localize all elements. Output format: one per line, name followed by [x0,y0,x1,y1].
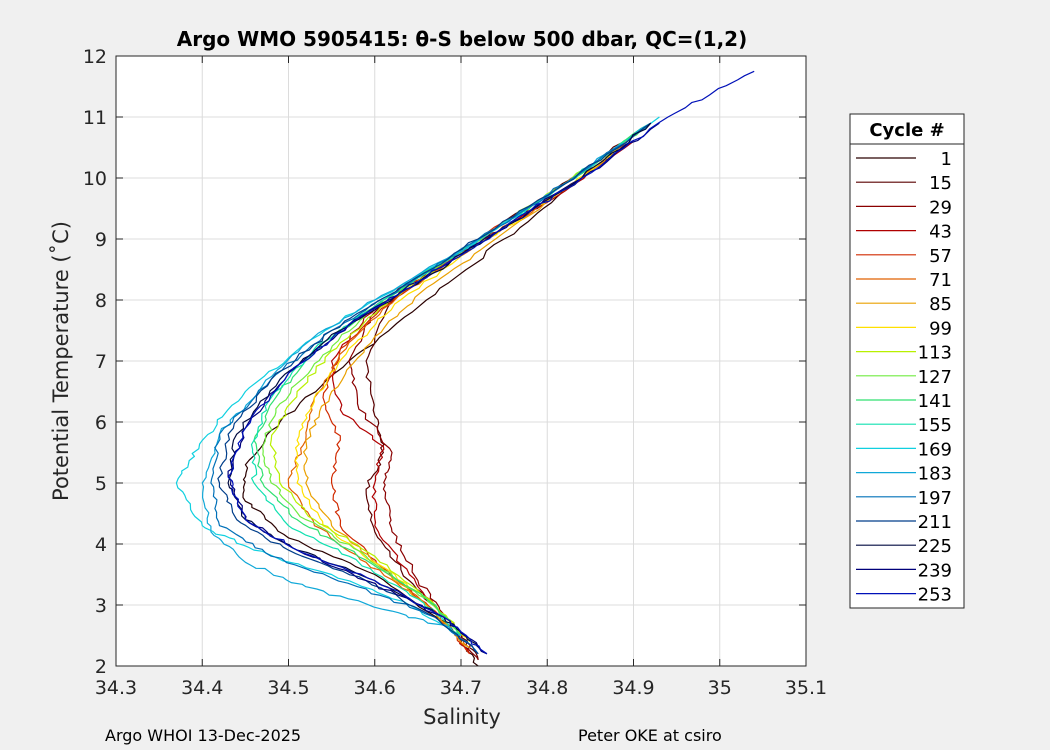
legend: Cycle # 1 15 29 43 57 71 85 99 113 127 141 155 169 18… [849,113,965,609]
footer-right: Peter OKE at csiro [578,726,722,745]
y-tick-label: 3 [95,595,107,617]
y-tick-label: 7 [95,351,107,373]
x-tick-label: 34.7 [440,677,482,699]
legend-entry-label: 253 [918,585,952,606]
series-group [175,70,755,667]
y-tick-label: 8 [95,290,107,312]
x-axis-label: Salinity [423,705,501,729]
x-tick-label: 34.8 [526,677,568,699]
y-axis-ticks: 2 3 4 5 6 7 8 9 10 11 12 [83,46,806,678]
y-tick-label: 10 [83,168,107,190]
legend-entry-label: 29 [929,197,952,218]
y-tick-label: 9 [95,229,107,251]
x-tick-label: 34.5 [267,677,309,699]
x-tick-label: 34.9 [612,677,654,699]
series-line-253 [227,70,755,655]
legend-entry-label: 141 [918,391,952,412]
legend-entry-label: 85 [929,294,952,315]
legend-entry-label: 225 [918,536,952,557]
y-tick-label: 12 [83,46,107,68]
legend-entry-label: 169 [918,439,952,460]
chart-title: Argo WMO 5905415: θ-S below 500 dbar, QC… [177,27,747,51]
series-line-169 [175,116,660,637]
legend-entry-label: 127 [918,367,952,388]
legend-entry-label: 183 [918,464,952,485]
y-tick-label: 11 [83,107,107,129]
legend-title: Cycle # [869,120,944,141]
x-tick-label: 35 [708,677,732,699]
x-tick-label: 34.3 [95,677,137,699]
footer-left: Argo WHOI 13-Dec-2025 [105,726,301,745]
y-tick-label: 6 [95,412,107,434]
legend-items: 1 15 29 43 57 71 85 99 113 127 141 155 169 183 197 211 2… [856,149,952,606]
x-axis-ticks: 34.3 34.4 34.5 34.6 34.7 34.8 34.9 35 35.1 [95,56,827,699]
legend-entry-label: 197 [918,488,952,509]
legend-entry-label: 1 [941,149,952,170]
y-tick-label: 5 [95,473,107,495]
legend-box [849,113,965,609]
y-tick-label: 2 [95,656,107,678]
y-tick-label: 4 [95,534,107,556]
legend-entry-label: 239 [918,560,952,581]
legend-entry-label: 43 [929,222,952,243]
x-tick-label: 34.6 [354,677,396,699]
y-axis-label: Potential Temperature (˚C) [49,221,73,501]
legend-entry-label: 15 [929,173,952,194]
legend-entry-label: 57 [929,246,952,267]
legend-entry-label: 113 [918,343,952,364]
x-tick-label: 35.1 [785,677,827,699]
legend-entry-label: 71 [929,270,952,291]
legend-entry-label: 155 [918,415,952,436]
legend-entry-label: 99 [929,318,952,339]
legend-entry-label: 211 [918,512,952,533]
x-tick-label: 34.4 [181,677,223,699]
